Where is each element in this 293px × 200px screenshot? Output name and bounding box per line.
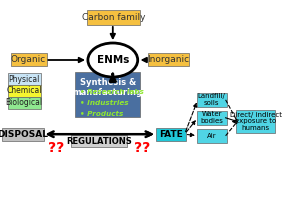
Text: Organic: Organic: [11, 55, 46, 64]
Text: DISPOSAL: DISPOSAL: [0, 130, 48, 139]
Text: Physical: Physical: [8, 74, 40, 84]
Text: • Products: • Products: [80, 111, 123, 117]
Text: Synthesis &
manufacturing: Synthesis & manufacturing: [73, 78, 143, 97]
Text: REGULATIONS: REGULATIONS: [66, 137, 132, 146]
Text: ??: ??: [134, 141, 150, 155]
Text: ENMs: ENMs: [97, 55, 129, 65]
Text: ??: ??: [47, 141, 64, 155]
Text: • Research labs: • Research labs: [80, 89, 144, 95]
Text: Landfill/
soils: Landfill/ soils: [198, 93, 226, 106]
FancyBboxPatch shape: [148, 53, 189, 66]
Text: Direct/ indirect
exposure to
humans: Direct/ indirect exposure to humans: [230, 112, 282, 132]
FancyBboxPatch shape: [11, 53, 47, 66]
FancyBboxPatch shape: [2, 128, 44, 141]
Text: Carbon family: Carbon family: [82, 13, 145, 22]
Circle shape: [88, 43, 138, 77]
FancyBboxPatch shape: [71, 135, 127, 147]
Text: • Industries: • Industries: [80, 100, 128, 106]
FancyBboxPatch shape: [236, 110, 275, 133]
Text: Biological: Biological: [6, 98, 43, 107]
FancyBboxPatch shape: [197, 111, 227, 125]
FancyBboxPatch shape: [197, 93, 227, 107]
Text: Inorganic: Inorganic: [147, 55, 190, 64]
FancyBboxPatch shape: [75, 72, 140, 117]
FancyBboxPatch shape: [8, 97, 41, 109]
FancyBboxPatch shape: [197, 129, 227, 143]
FancyBboxPatch shape: [8, 73, 41, 85]
Text: Water
bodies: Water bodies: [200, 111, 223, 124]
Text: Chemical: Chemical: [6, 86, 42, 95]
FancyBboxPatch shape: [156, 128, 186, 141]
Text: Air: Air: [207, 133, 217, 139]
Text: FATE: FATE: [159, 130, 183, 139]
FancyBboxPatch shape: [8, 85, 41, 97]
FancyBboxPatch shape: [87, 10, 140, 25]
